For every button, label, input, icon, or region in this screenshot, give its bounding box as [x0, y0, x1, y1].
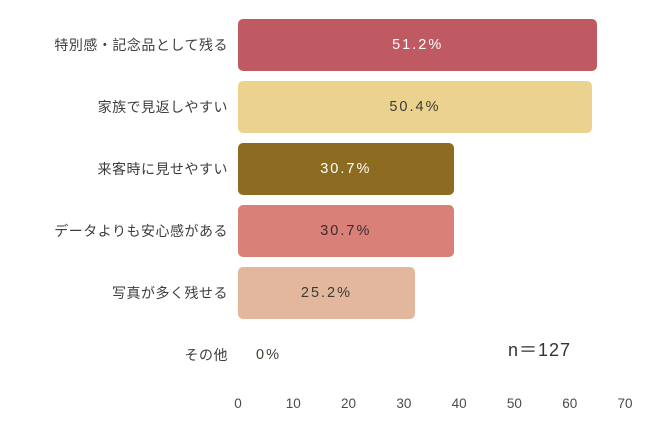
- chart-rows: 特別感・記念品として残る 51.2% 家族で見返しやすい 50.4% 来客時に見せやすい…: [0, 14, 650, 386]
- bar-track: 50.4%: [238, 76, 625, 138]
- chart-row: 家族で見返しやすい 50.4%: [0, 76, 650, 138]
- bar-value-label: 50.4%: [389, 99, 441, 115]
- bar-track: 30.7%: [238, 138, 625, 200]
- bar-value-label: 25.2%: [300, 285, 353, 301]
- x-tick-label: 30: [396, 396, 412, 411]
- bar: 50.4%: [238, 81, 592, 133]
- x-tick-label: 40: [451, 396, 467, 411]
- chart-row: 特別感・記念品として残る 51.2%: [0, 14, 650, 76]
- bar-track: 25.2%: [238, 262, 625, 324]
- bar-value-label: 0%: [256, 347, 281, 363]
- category-label: その他: [184, 346, 228, 363]
- category-label: 特別感・記念品として残る: [54, 36, 228, 53]
- bar: 30.7%: [238, 205, 454, 257]
- x-tick-label: 70: [617, 396, 633, 411]
- x-tick-label: 10: [285, 396, 301, 411]
- sample-size-label: n＝127: [508, 340, 572, 360]
- category-label: 来客時に見せやすい: [97, 160, 228, 177]
- x-tick-label: 60: [562, 396, 578, 411]
- bar-value-label: 30.7%: [320, 161, 372, 177]
- chart-row: データよりも安心感がある 30.7%: [0, 200, 650, 262]
- x-tick-label: 20: [341, 396, 357, 411]
- category-label: 写真が多く残せる: [112, 284, 228, 301]
- category-label: 家族で見返しやすい: [97, 98, 228, 115]
- category-label: データよりも安心感がある: [54, 222, 228, 239]
- bar-value-label: 30.7%: [320, 223, 372, 239]
- chart-row: 来客時に見せやすい 30.7%: [0, 138, 650, 200]
- bar: 30.7%: [238, 143, 454, 195]
- x-tick-label: 50: [506, 396, 522, 411]
- chart-row: その他 0%: [0, 324, 650, 386]
- bar-track: 30.7%: [238, 200, 625, 262]
- chart-row: 写真が多く残せる 25.2%: [0, 262, 650, 324]
- x-tick-label: 0: [234, 396, 242, 411]
- x-axis: 0 10 20 30 40 50 60 70: [234, 396, 632, 416]
- bar-value-label: 51.2%: [392, 37, 444, 53]
- bar-track: 51.2%: [238, 14, 625, 76]
- bar: 51.2%: [238, 19, 598, 71]
- bar-track: 0%: [238, 324, 625, 386]
- bar: 25.2%: [238, 267, 415, 319]
